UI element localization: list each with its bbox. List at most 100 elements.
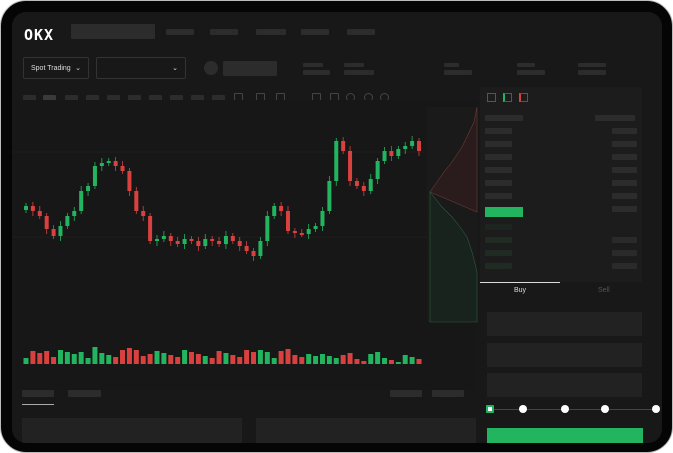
volume-bar: [195, 354, 201, 364]
tab-sell[interactable]: Sell: [598, 287, 610, 294]
timeframe-button[interactable]: [149, 95, 162, 101]
bid-size: [612, 237, 637, 243]
amount-input[interactable]: [487, 343, 642, 367]
candle-body: [30, 206, 35, 211]
candle-body: [389, 151, 394, 156]
volume-bar: [106, 355, 112, 364]
volume-bar: [361, 361, 367, 364]
stat: [517, 63, 535, 67]
candle-body: [86, 186, 91, 191]
ob-header: [485, 115, 523, 121]
ask-price: [485, 193, 512, 199]
volume-bar: [175, 357, 181, 364]
candle-body: [58, 226, 63, 236]
timeframe-button[interactable]: [86, 95, 99, 101]
buy-button[interactable]: [487, 428, 643, 443]
volume-bar: [92, 347, 98, 364]
volume-bar: [37, 353, 43, 364]
slider-step[interactable]: [519, 405, 527, 413]
tab-history[interactable]: [68, 390, 101, 397]
candle-body: [37, 211, 42, 216]
volume-bar: [299, 357, 305, 364]
nav-item[interactable]: [210, 29, 238, 35]
timeframe-button[interactable]: [170, 95, 183, 101]
filter[interactable]: [390, 390, 422, 397]
candle-body: [168, 236, 173, 241]
candle-body: [396, 149, 401, 156]
volume-bar: [126, 348, 132, 364]
candle-body: [348, 151, 353, 181]
candle-body: [120, 166, 125, 171]
candle-body: [44, 216, 49, 229]
tab-buy[interactable]: Buy: [514, 287, 527, 294]
candle-body: [354, 181, 359, 186]
chart-area[interactable]: [12, 100, 477, 390]
candle-body: [292, 231, 297, 233]
candle-body: [417, 141, 421, 151]
candle-body: [127, 171, 132, 191]
panel: [256, 418, 476, 443]
candle-body: [327, 181, 332, 211]
orderbook-both-icon[interactable]: [487, 93, 496, 102]
candle-body: [286, 211, 290, 231]
orderbook-asks-icon[interactable]: [519, 93, 528, 102]
candle-body: [141, 211, 146, 216]
candle-body: [92, 166, 97, 186]
ask-price: [485, 180, 512, 186]
volume-bar: [368, 354, 374, 364]
pair-select[interactable]: ⌄: [96, 57, 186, 79]
candlestick-chart: [12, 106, 478, 364]
candle-body: [299, 233, 304, 235]
bid-price: [485, 263, 512, 269]
price-input[interactable]: [487, 312, 642, 336]
candle-body: [148, 216, 153, 241]
market-select[interactable]: Spot Trading ⌄: [23, 57, 89, 79]
volume-bar: [154, 351, 160, 364]
tab-open-orders[interactable]: [22, 390, 54, 397]
nav-item[interactable]: [347, 29, 375, 35]
candle-body: [182, 239, 187, 244]
timeframe-button[interactable]: [191, 95, 204, 101]
chevron-down-icon: ⌄: [172, 65, 178, 72]
candle-body: [251, 251, 256, 256]
ask-price: [485, 141, 512, 147]
stat: [344, 70, 374, 75]
volume-bar: [168, 355, 174, 364]
volume-bar: [30, 351, 36, 364]
candle-body: [382, 151, 387, 161]
timeframe-button[interactable]: [43, 95, 56, 101]
ob-header: [595, 115, 635, 121]
candle-body: [65, 216, 70, 226]
candle-body: [99, 163, 104, 166]
search-bar[interactable]: [71, 24, 155, 39]
slider-step[interactable]: [652, 405, 660, 413]
candle-body: [244, 246, 249, 251]
candle-body: [258, 241, 263, 256]
volume-bar: [140, 356, 146, 364]
timeframe-button[interactable]: [212, 95, 225, 101]
timeframe-button[interactable]: [107, 95, 120, 101]
timeframe-button[interactable]: [23, 95, 36, 101]
orderbook-bids-icon[interactable]: [503, 93, 512, 102]
volume-bar: [188, 352, 194, 364]
stat: [578, 63, 606, 67]
volume-bar: [85, 358, 91, 364]
depth-asks: [429, 106, 478, 213]
ask-price: [485, 128, 512, 134]
total-input[interactable]: [487, 373, 642, 397]
candle-body: [72, 211, 77, 216]
slider-step[interactable]: [561, 405, 569, 413]
slider-step[interactable]: [486, 405, 494, 413]
slider-step[interactable]: [601, 405, 609, 413]
candle-body: [196, 241, 201, 246]
nav-item[interactable]: [166, 29, 194, 35]
timeframe-button[interactable]: [128, 95, 141, 101]
leverage-slider[interactable]: [490, 409, 656, 410]
nav-item[interactable]: [256, 29, 286, 35]
candle-body: [217, 241, 222, 244]
filter[interactable]: [432, 390, 464, 397]
depth-bids: [429, 191, 478, 323]
nav-item[interactable]: [301, 29, 329, 35]
candle-body: [161, 236, 166, 239]
timeframe-button[interactable]: [65, 95, 78, 101]
